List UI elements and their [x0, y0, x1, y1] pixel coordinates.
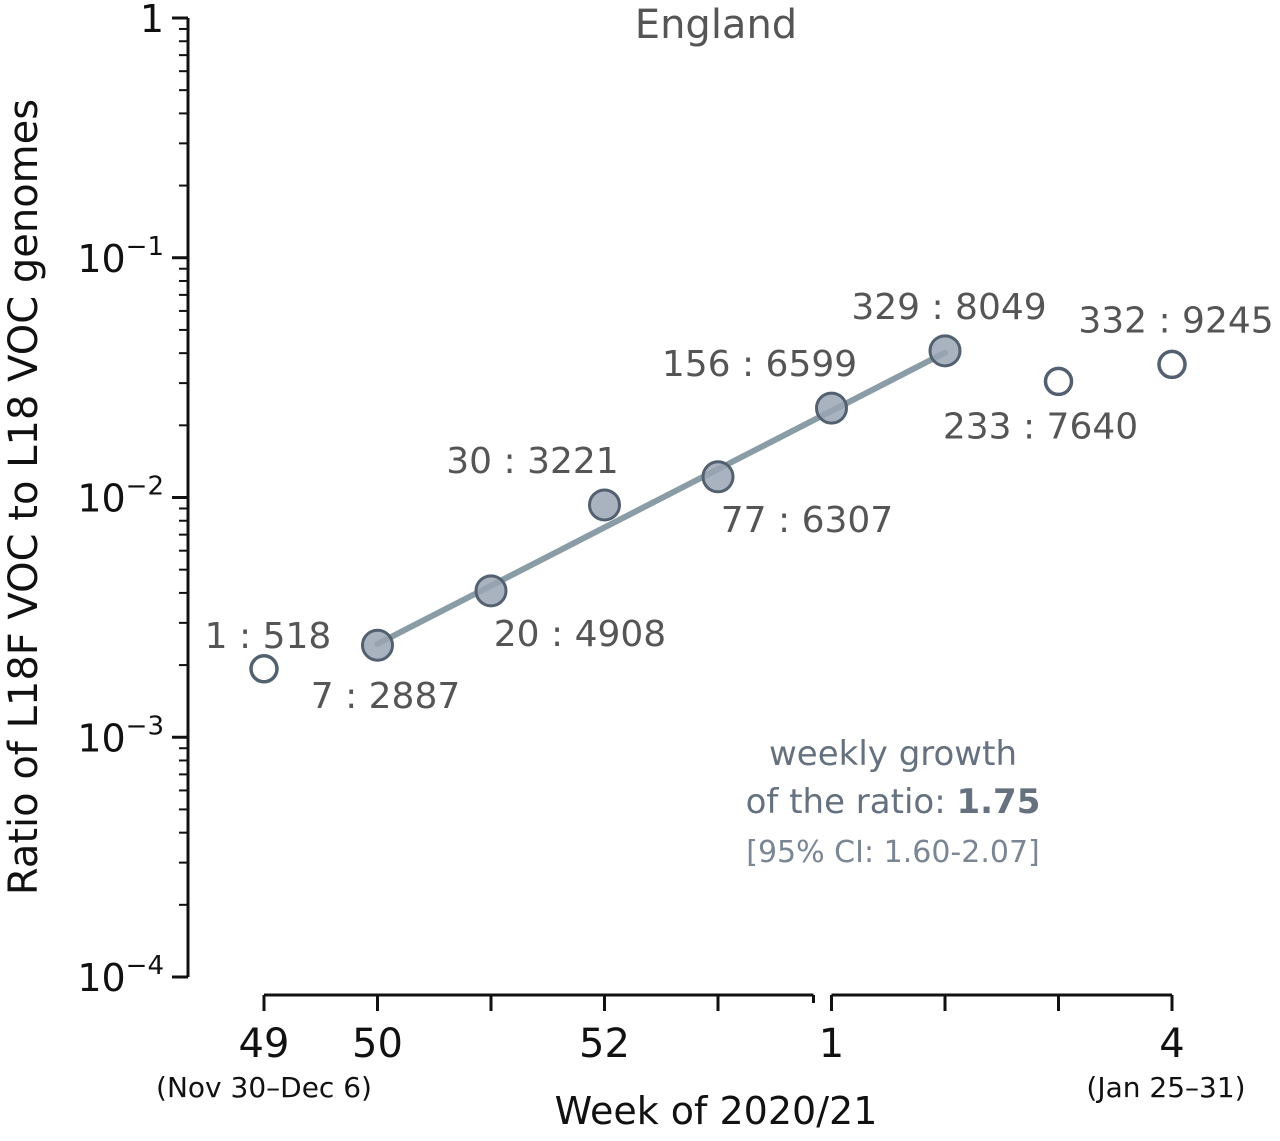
- x-tick-label: 52: [579, 1021, 630, 1067]
- point-label: 77 : 6307: [721, 500, 893, 541]
- x-tick-label: 1: [819, 1021, 844, 1067]
- point-label: 20 : 4908: [494, 614, 666, 655]
- point-label: 233 : 7640: [943, 406, 1138, 447]
- data-point: [701, 460, 735, 494]
- x-axis-label: Week of 2020/21: [555, 1089, 878, 1133]
- data-point: [1043, 366, 1074, 397]
- point-label: 1 : 518: [205, 616, 332, 657]
- point-label: 332 : 9245: [1078, 300, 1273, 341]
- data-points: [249, 334, 1187, 684]
- data-point: [1157, 349, 1187, 380]
- data-point: [815, 391, 848, 425]
- y-tick-label: 10−4: [77, 951, 164, 1000]
- y-tick-label: 10−1: [77, 232, 164, 281]
- data-point: [474, 574, 508, 608]
- fit-line: [374, 349, 948, 647]
- chart-title: England: [635, 2, 797, 48]
- y-tick-label: 10−3: [77, 711, 164, 760]
- growth-annotation-line2: of the ratio: 1.75: [746, 782, 1041, 822]
- data-point: [588, 488, 621, 522]
- x-tick-sublabel: (Jan 25–31): [1086, 1071, 1245, 1104]
- point-label: 30 : 3221: [446, 441, 618, 482]
- growth-annotation-prefix: of the ratio:: [746, 782, 957, 822]
- data-point: [361, 628, 394, 662]
- fit-line-group: [374, 349, 948, 647]
- y-tick-label: 10−2: [77, 472, 164, 521]
- x-tick-label: 4: [1159, 1021, 1184, 1067]
- y-axis-label: Ratio of L18F VOC to L18 VOC genomes: [1, 99, 47, 895]
- growth-annotation-line1: weekly growth: [769, 734, 1017, 774]
- axes: 1 10−1 10−2 10−3 10−4 49 (Nov 30–Dec 6) 50 52 1 4 (…: [77, 0, 1245, 1104]
- point-label: 329 : 8049: [851, 287, 1046, 328]
- point-label: 7 : 2887: [311, 676, 461, 717]
- growth-annotation-value: 1.75: [956, 782, 1040, 822]
- x-tick-label: 50: [352, 1021, 403, 1067]
- growth-annotation: weekly growth of the ratio: 1.75 [95% CI…: [746, 734, 1041, 870]
- x-tick-label: 49: [239, 1021, 290, 1067]
- point-labels: 1 : 518 7 : 2887 20 : 4908 30 : 3221 77 : 63…: [205, 287, 1274, 717]
- data-point: [249, 654, 279, 684]
- y-tick-label: 1: [140, 0, 164, 41]
- data-point: [928, 334, 962, 368]
- x-tick-sublabel: (Nov 30–Dec 6): [156, 1071, 372, 1104]
- growth-annotation-ci: [95% CI: 1.60-2.07]: [746, 835, 1039, 870]
- point-label: 156 : 6599: [662, 344, 857, 385]
